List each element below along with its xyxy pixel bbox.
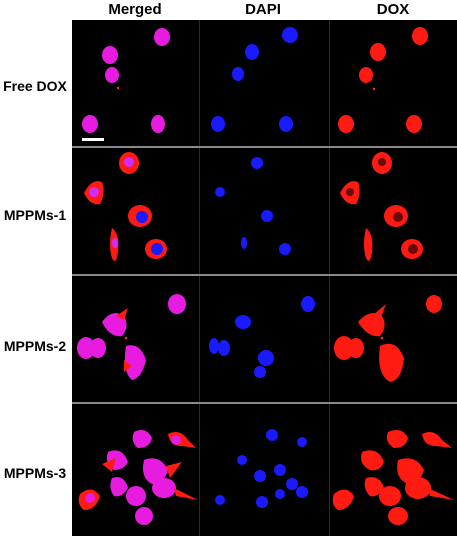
panel-free-dox-merged [72, 20, 199, 146]
panel-mppms-1-dapi [200, 148, 329, 274]
panel-mppms-1-merged [72, 148, 199, 274]
panel-mppms-1-dox [330, 148, 457, 274]
row-label-free-dox: Free DOX [3, 78, 67, 94]
row-divider [72, 274, 457, 276]
micrograph-grid [72, 20, 457, 536]
row-label-mppms-2: MPPMs-2 [3, 338, 67, 354]
panel-mppms-2-dox [330, 276, 457, 402]
panel-mppms-3-dapi [200, 404, 329, 536]
row-divider [72, 402, 457, 404]
scale-bar [82, 138, 104, 141]
column-divider [199, 20, 200, 536]
column-header-dapi: DAPI [245, 1, 281, 18]
panel-mppms-3-merged [72, 404, 199, 536]
row-label-mppms-1: MPPMs-1 [3, 207, 67, 223]
panel-free-dox-dapi [200, 20, 329, 146]
panel-mppms-3-dox [330, 404, 457, 536]
column-divider [329, 20, 330, 536]
column-header-merged: Merged [108, 1, 162, 18]
row-divider [72, 146, 457, 148]
row-label-mppms-3: MPPMs-3 [3, 465, 67, 481]
panel-mppms-2-merged [72, 276, 199, 402]
column-header-dox: DOX [376, 1, 410, 18]
panel-free-dox-dox [330, 20, 457, 146]
panel-mppms-2-dapi [200, 276, 329, 402]
